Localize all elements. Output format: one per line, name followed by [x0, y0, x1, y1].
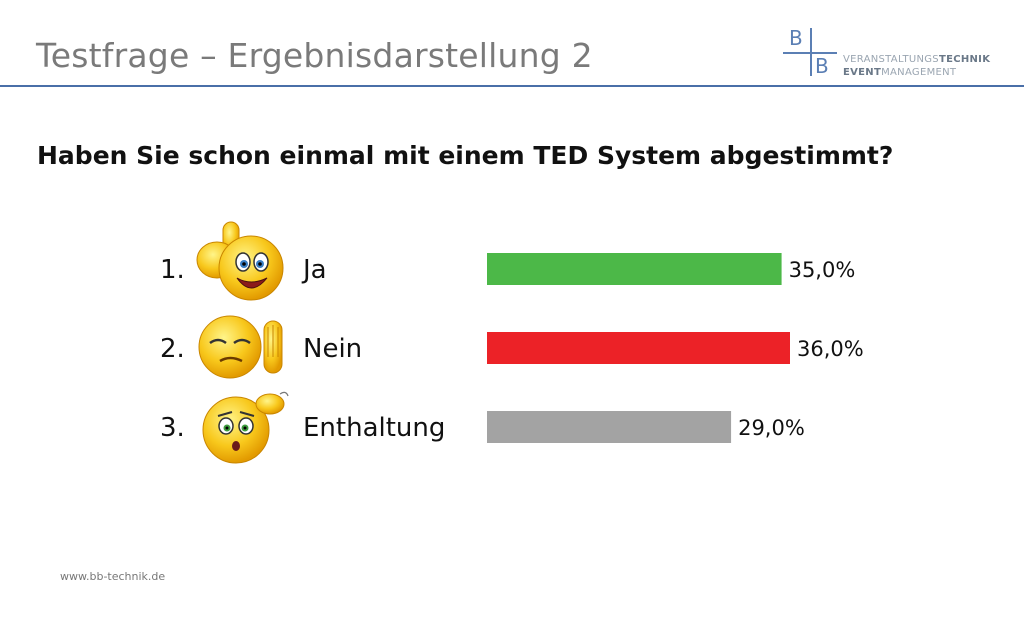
- title-divider: [0, 85, 1024, 87]
- bar-enthaltung: [487, 411, 732, 443]
- thumbs-up-smiley-icon: [196, 221, 284, 301]
- logo-horizontal-line: [783, 52, 837, 54]
- head-scratch-smiley-icon: [202, 391, 289, 464]
- logo-text-line1: VERANSTALTUNGSTECHNIK: [843, 54, 991, 65]
- logo-letter-top: B: [789, 26, 803, 50]
- answer-label-2: Nein: [303, 334, 363, 364]
- answer-label-1: Ja: [303, 255, 327, 285]
- bar-nein: [487, 332, 790, 364]
- company-logo: B B VERANSTALTUNGSTECHNIK EVENTMANAGEMEN…: [783, 26, 1013, 84]
- slide-title: Testfrage – Ergebnisdarstellung 2: [36, 36, 593, 75]
- answer-number-3: 3.: [160, 413, 185, 443]
- answer-number-2: 2.: [160, 334, 185, 364]
- question-text: Haben Sie schon einmal mit einem TED Sys…: [37, 141, 894, 170]
- value-label-enthaltung: 29,0%: [738, 416, 805, 440]
- stop-hand-smiley-icon: [198, 315, 283, 379]
- footer-url: www.bb-technik.de: [60, 570, 166, 583]
- value-label-nein: 36,0%: [797, 337, 864, 361]
- logo-letter-bottom: B: [815, 54, 829, 78]
- logo-text-line2: EVENTMANAGEMENT: [843, 67, 957, 78]
- answer-label-3: Enthaltung: [303, 413, 446, 443]
- bar-ja: [487, 253, 782, 285]
- answer-number-1: 1.: [160, 255, 185, 285]
- value-label-ja: 35,0%: [789, 258, 856, 282]
